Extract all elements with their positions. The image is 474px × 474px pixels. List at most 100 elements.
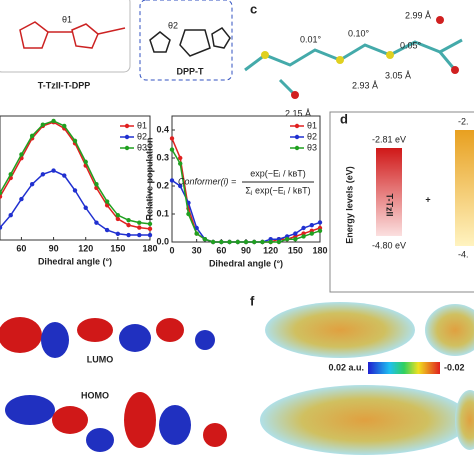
point: [62, 173, 67, 178]
point: [29, 133, 35, 139]
molecule: [149, 27, 231, 57]
legend-marker: [124, 134, 130, 140]
point: [202, 237, 208, 242]
point: [284, 237, 290, 242]
formula: exp(−Eᵢ / kʙT): [250, 168, 305, 178]
point: [169, 178, 175, 183]
y-tick-label: 0.2: [156, 180, 169, 190]
point: [19, 152, 24, 157]
x-tick-label: 60: [16, 243, 26, 253]
distance-label: 2.15 Å: [285, 108, 311, 118]
point: [8, 172, 13, 177]
point: [309, 223, 314, 228]
x-tick-label: 150: [288, 245, 303, 255]
x-tick-label: 180: [142, 243, 157, 253]
point: [317, 228, 323, 233]
point: [178, 155, 183, 161]
lumo-level: -2.81 eV: [372, 134, 406, 144]
point: [83, 159, 88, 165]
panel-label: c: [250, 1, 257, 16]
point: [301, 225, 306, 231]
point: [83, 205, 88, 210]
orbital-image: [0, 317, 227, 452]
molecule-box: [0, 0, 131, 73]
y-tick-label: 0.4: [156, 124, 169, 134]
distance-label: 2.99 Å: [405, 10, 431, 20]
legend-marker: [294, 123, 300, 129]
homo-level: -4.: [458, 249, 469, 259]
homo-level: -4.80 eV: [372, 240, 406, 250]
point: [40, 172, 46, 177]
x-tick-label: 0: [169, 245, 174, 255]
point: [0, 194, 3, 199]
panel-box: [329, 111, 474, 293]
point: [62, 123, 67, 129]
atoms: [261, 51, 394, 64]
molecule-box: [139, 0, 233, 81]
point: [19, 196, 24, 202]
point: [147, 226, 153, 232]
point: [147, 232, 153, 238]
formula: Conformer(i) =: [178, 176, 236, 186]
y-tick-label: 0.0: [156, 236, 169, 246]
point: [104, 199, 110, 204]
colorbar-label: -0.02: [444, 362, 465, 372]
y-axis-label: Energy levels (eV): [344, 166, 354, 244]
point: [115, 231, 121, 236]
legend-marker: [124, 145, 130, 151]
y-tick-label: 0.3: [156, 152, 169, 162]
point: [29, 182, 35, 187]
distance-label: 2.93 Å: [352, 80, 378, 90]
point: [51, 168, 56, 173]
point: [169, 147, 175, 152]
atoms: [291, 16, 459, 99]
orbital-label: HOMO: [81, 390, 109, 400]
point: [301, 234, 306, 239]
point: [309, 231, 314, 236]
point: [137, 225, 142, 230]
point: [260, 239, 265, 245]
point: [268, 239, 273, 245]
panel-label: d: [340, 111, 348, 126]
angle-label: 0.05°: [400, 40, 422, 50]
y-axis-label: Relative population: [144, 137, 154, 220]
point: [40, 122, 46, 127]
point: [243, 239, 249, 245]
series-line: [171, 149, 321, 243]
y-tick-label: 0.1: [156, 208, 169, 218]
plus: +: [425, 194, 430, 204]
legend-label: θ3: [137, 142, 147, 152]
point: [94, 182, 99, 187]
colorbar: [368, 362, 440, 374]
x-tick-label: 30: [192, 245, 202, 255]
point: [178, 183, 183, 189]
angle-label: 0.10°: [348, 28, 370, 38]
legend-label: θ2: [137, 131, 147, 141]
angle-label: θ2: [168, 20, 178, 30]
point: [219, 239, 224, 245]
point: [293, 231, 298, 236]
point: [0, 190, 3, 196]
point: [126, 217, 131, 223]
point: [169, 136, 175, 141]
point: [137, 232, 142, 238]
angle-label: 0.01°: [300, 34, 322, 44]
x-axis-label: Dihedral angle (°): [38, 256, 112, 266]
point: [94, 220, 99, 225]
molecule-name: DPP-T: [177, 66, 205, 76]
x-tick-label: 60: [216, 245, 226, 255]
molecule-name: T-TzII: [385, 194, 395, 217]
x-tick-label: 150: [110, 243, 125, 253]
point: [0, 225, 3, 230]
panel-label: f: [250, 293, 255, 308]
orbital-label: LUMO: [87, 354, 114, 364]
point: [115, 216, 121, 222]
x-axis-label: Dihedral angle (°): [209, 258, 283, 268]
energy-bar: [455, 130, 474, 246]
legend-marker: [294, 145, 300, 151]
molecule: [19, 21, 126, 49]
lumo-level: -2.: [458, 116, 469, 126]
point: [115, 213, 121, 218]
point: [104, 203, 110, 208]
